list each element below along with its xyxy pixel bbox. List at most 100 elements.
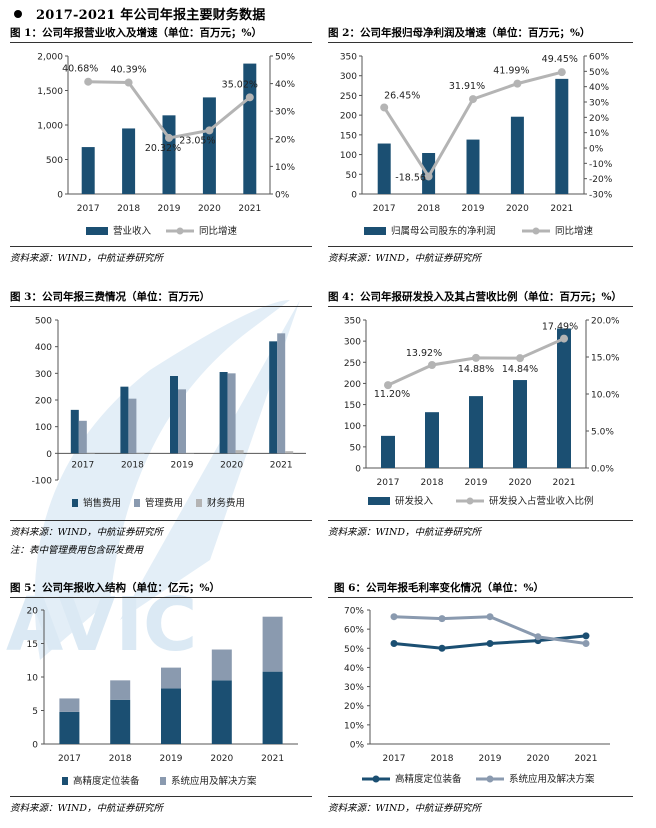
fig2-left-tick-label: 200 [340,112,357,122]
fig1-bar [122,128,136,194]
fig2-bottom-rule [328,246,633,247]
fig2-bar [377,143,391,194]
fig2-left-tick-label: 100 [340,151,357,161]
fig4-chart: 0 50 100 150 200 250 300 350 0.0% 5.0% 10.0% 15.0% 2… [344,317,620,508]
fig1-data-label: 40.68% [62,64,98,75]
fig2-bar [466,139,480,194]
fig4-bar [469,396,483,468]
fig6-left-tick-label: 30% [344,683,364,693]
fig2-legend-label: 同比增速 [555,225,594,237]
fig2-category-label: 2018 [417,204,440,214]
fig2-data-label: -18.56 [395,172,426,183]
fig4-bar [513,380,527,468]
fig6-title-rule [328,597,633,598]
fig1-left-tick-label: 0 [57,191,63,201]
fig2-line-point [513,79,522,88]
fig4-line-point [472,353,480,362]
fig4-title: 图 4：公司年报研发投入及其占营收比例（单位：百万元；%） [328,291,622,303]
fig2-legend-label: 归属母公司股东的净利润 [391,225,496,237]
fig1-title-rule [10,42,312,43]
fig5-category-label: 2017 [58,754,81,764]
fig1-legend-label: 同比增速 [199,225,238,237]
fig2-line-point [380,103,389,112]
fig6-point-1 [438,644,446,652]
fig6-point-1 [486,640,494,647]
fig5-bar-2 [211,649,232,681]
fig4-bar [557,328,571,468]
fig3-category-label: 2019 [171,460,194,470]
fig6-point-2 [390,613,398,621]
fig4-category-label: 2017 [377,478,400,488]
fig2-bar [510,116,524,194]
fig5-left-tick-label: 0 [32,741,38,751]
fig3-category-label: 2017 [71,460,94,470]
fig2-left-tick-label: 0 [351,191,357,201]
fig6-point-2 [486,613,494,621]
fig3-left-tick-label: 300 [35,370,52,380]
fig6-legend-marker [486,775,494,783]
fig4-right-tick-label: 0.0% [591,465,614,475]
fig4-left-tick-label: 200 [344,380,361,390]
fig4-category-label: 2020 [509,478,532,488]
fig6-point-2 [582,640,590,647]
fig2-category-label: 2021 [550,204,573,214]
fig3-legend-swatch [72,499,78,507]
page-header: 2017-2021 年公司年报主要财务数据 [14,4,266,23]
fig1-data-label: 40.39% [110,65,146,76]
fig6-left-tick-label: 70% [344,607,364,617]
fig1-right-tick-label: 10% [275,163,295,173]
fig6-point-2 [534,633,542,641]
header-title: 2017-2021 年公司年报主要财务数据 [36,8,266,23]
fig1-right-tick-label: 20% [275,135,295,145]
fig1-category-label: 2019 [158,204,181,214]
fig1-source: 资料来源：WIND，中航证券研究所 [10,253,163,264]
fig2-data-label: 49.45% [542,54,578,65]
fig4-title-rule [328,306,633,307]
fig2-left-tick-label: 50 [346,171,358,181]
fig5-source: 资料来源：WIND，中航证券研究所 [10,803,163,814]
fig4-line-point [516,354,524,363]
fig6-chart: 0% 10% 20% 30% 40% 50% 60% 70% 2017 2018 2019 2020 2… [344,607,610,785]
fig1-left-tick-label: 1,500 [37,87,63,97]
fig4-legend-marker [466,497,474,505]
fig4-bar [425,412,439,468]
fig1-right-tick-label: 30% [275,108,295,118]
fig4-left-tick-label: 50 [350,443,362,453]
fig5-legend-swatch [62,777,68,785]
fig2-line-point [469,95,477,104]
fig5-left-tick-label: 15 [27,640,38,650]
fig6-left-tick-label: 10% [344,721,364,731]
fig2-line-point [557,68,566,77]
fig5-left-tick-label: 20 [27,607,39,617]
fig5-title-rule [10,597,312,598]
fig5-bar-1 [211,680,232,744]
fig2-right-tick-label: -30% [589,191,613,201]
fig1-category-label: 2017 [77,204,100,214]
fig3-bar-1 [269,341,278,454]
fig5-bar-1 [262,671,283,744]
fig3-bottom-rule [10,520,312,521]
fig2-right-tick-label: 10% [589,129,609,139]
fig5-bar-2 [59,698,80,712]
fig1-category-label: 2018 [117,204,140,214]
fig2-data-label: 31.91% [449,81,485,92]
fig6-left-tick-label: 0% [350,741,365,751]
fig1-legend-marker [176,227,184,235]
fig3-bar-2 [277,333,286,454]
fig1-data-label: 35.02% [222,79,258,90]
fig2-category-label: 2017 [373,204,396,214]
fig4-line-point [560,334,568,343]
fig6-point-1 [390,640,398,647]
fig1-right-tick-label: 40% [275,80,295,90]
fig6-category-label: 2018 [431,754,454,764]
fig4-left-tick-label: 0 [355,465,361,475]
fig3-bar-1 [120,386,129,454]
fig6-point-1 [582,632,590,640]
fig4-line-point [384,381,392,390]
fig2-chart: 0 50 100 150 200 250 300 350 -30% -20% -10% 0% 10% 20… [340,53,613,238]
fig3-legend-swatch [134,499,140,507]
fig2-left-tick-label: 150 [340,131,357,141]
fig6-legend-label: 系统应用及解决方案 [509,773,595,785]
fig2-title: 图 2：公司年报归母净利润及增速（单位：百万元；%） [328,27,591,39]
fig4-source: 资料来源：WIND，中航证券研究所 [328,527,481,538]
